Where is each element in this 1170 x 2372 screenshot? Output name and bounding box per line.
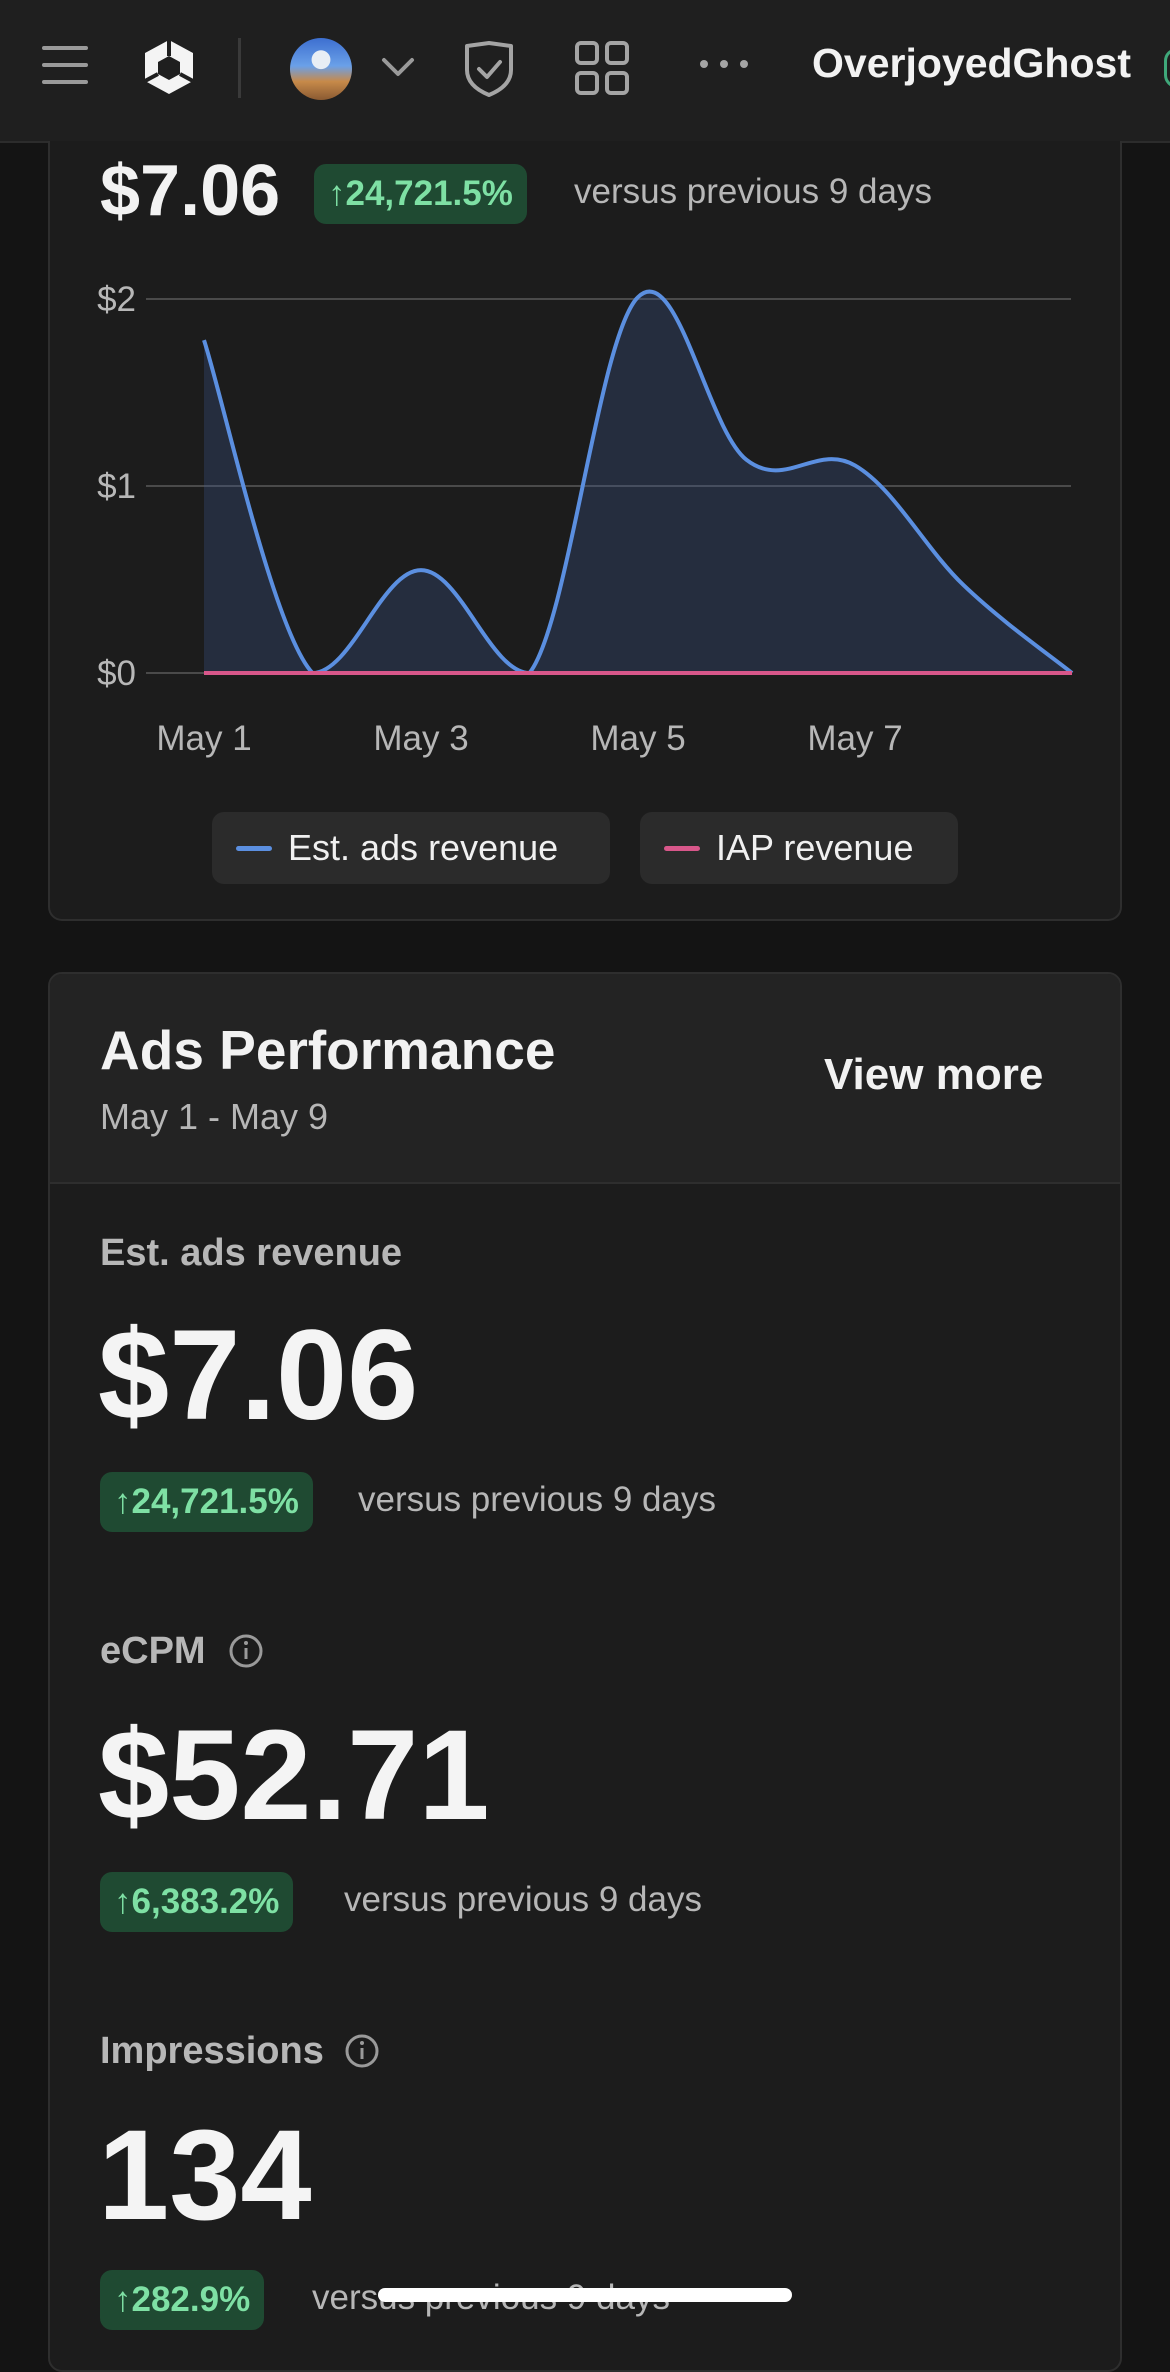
menu-icon[interactable]	[42, 46, 88, 88]
username[interactable]: OverjoyedGhost	[812, 40, 1131, 86]
revenue-chart: $0 $1 $2 May 1 May 3 May 5 May 7	[97, 280, 1074, 758]
y-tick-label: $0	[97, 654, 136, 693]
info-icon[interactable]	[344, 2033, 380, 2069]
metric-value-impressions: 134	[98, 2104, 312, 2247]
versus-text: versus previous 9 days	[574, 172, 932, 211]
legend-ads-revenue[interactable]: Est. ads revenue	[212, 812, 610, 884]
ads-performance-title: Ads Performance	[100, 1019, 556, 1081]
change-badge: ↑6,383.2%	[100, 1872, 294, 1932]
metric-value-ecpm: $52.71	[98, 1704, 490, 1847]
arrow-up-icon: ↑	[328, 174, 346, 213]
arrow-up-icon: ↑	[114, 2280, 132, 2319]
y-tick-label: $1	[97, 467, 136, 506]
change-badge: ↑24,721.5%	[100, 1472, 313, 1532]
arrow-up-icon: ↑	[114, 1482, 132, 1521]
chevron-down-icon[interactable]	[380, 52, 416, 82]
x-tick-label: May 7	[807, 719, 902, 758]
metric-label-impressions: Impressions	[100, 2030, 324, 2072]
project-avatar[interactable]	[290, 38, 352, 100]
versus-text: versus previous 9 days	[344, 1880, 702, 1919]
date-range: May 1 - May 9	[100, 1096, 329, 1137]
revenue-total: $7.06	[100, 151, 281, 231]
unity-logo-icon[interactable]	[138, 36, 200, 98]
ads-performance-card	[48, 972, 1122, 2372]
x-tick-label: May 5	[590, 719, 685, 758]
versus-text: versus previous 9 days	[358, 1480, 716, 1519]
y-tick-label: $2	[97, 280, 136, 319]
revenue-chart-card	[48, 141, 1122, 921]
legend-swatch-iap	[664, 846, 700, 851]
home-indicator	[378, 2288, 792, 2302]
more-dots-icon[interactable]	[696, 54, 752, 74]
metric-label-ads-revenue: Est. ads revenue	[100, 1232, 403, 1274]
change-badge: ↑282.9%	[100, 2270, 265, 2330]
status-indicator-icon	[1164, 48, 1170, 88]
ads-revenue-line	[202, 289, 1074, 676]
ads-performance-header	[50, 974, 1120, 1184]
divider	[238, 38, 241, 98]
shield-check-icon[interactable]	[462, 40, 516, 98]
ads-revenue-area	[204, 291, 1072, 673]
x-tick-label: May 3	[373, 719, 468, 758]
metric-value-ads-revenue: $7.06	[98, 1304, 419, 1447]
info-icon[interactable]	[228, 1633, 264, 1669]
top-navigation-bar: OverjoyedGhost	[0, 0, 1170, 143]
metric-label-ecpm: eCPM	[100, 1630, 206, 1672]
arrow-up-icon: ↑	[114, 1882, 132, 1921]
legend-iap-revenue[interactable]: IAP revenue	[640, 812, 958, 884]
legend-swatch-ads	[236, 846, 272, 851]
change-badge: ↑24,721.5%	[314, 164, 527, 224]
grid-icon[interactable]	[574, 40, 630, 96]
x-tick-label: May 1	[156, 719, 251, 758]
view-more-button[interactable]: View more	[824, 1050, 1044, 1099]
